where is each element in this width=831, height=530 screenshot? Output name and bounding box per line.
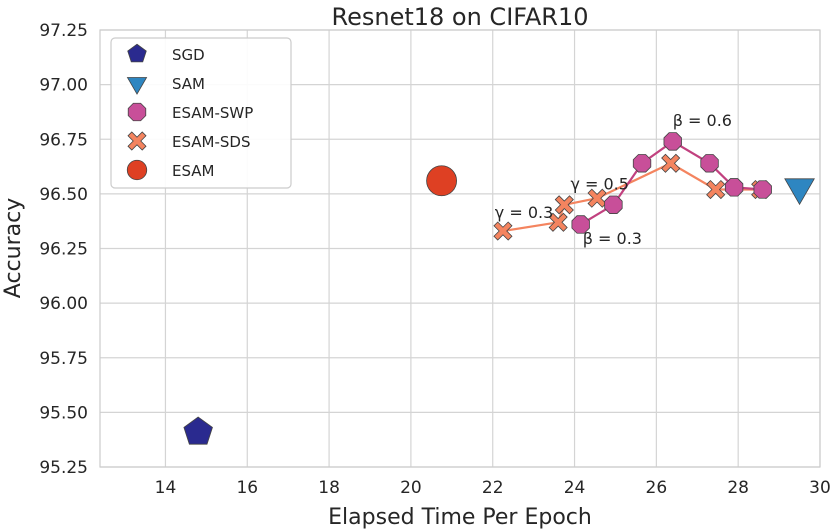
legend: SGD SAM ESAM-SWP ESAM-SDS ESAM [110,37,292,189]
series-esam-sds [493,153,771,241]
legend-marker [127,131,147,151]
y-tick-label: 96.75 [39,130,88,150]
legend-label: ESAM-SWP [172,104,253,122]
data-point [784,178,815,206]
annotation-label: β = 0.6 [673,111,732,130]
legend-marker [127,102,147,122]
series-sgd [183,416,213,445]
data-point [493,221,513,241]
x-tick-label: 30 [809,478,831,498]
data-point [753,180,772,199]
data-point [700,154,719,173]
legend-label: ESAM [172,162,214,180]
data-point [661,153,681,173]
annotation-label: γ = 0.5 [570,175,629,194]
y-tick-label: 97.25 [39,21,88,41]
series-esam-swp [571,132,772,234]
legend-label: ESAM-SDS [172,133,251,151]
y-tick-label: 95.50 [39,403,88,423]
y-tick-labels: 95.25 95.50 95.75 96.00 96.25 96.50 96.75 97.00… [39,21,88,478]
plot-frame [99,29,821,468]
y-axis-label: Accuracy [1,198,26,298]
series-esam [426,165,457,197]
x-tick-label: 26 [646,478,668,498]
series-sam [784,178,815,206]
data-point [632,154,652,173]
y-tick-label: 96.50 [39,185,88,205]
x-tick-label: 14 [155,478,177,498]
x-tick-label: 22 [482,478,504,498]
y-tick-label: 96.25 [39,240,88,260]
y-tick-label: 95.25 [39,458,88,478]
y-tick-label: 96.00 [39,294,88,314]
x-tick-label: 28 [727,478,749,498]
data-point [548,212,568,232]
legend-entry: ESAM-SDS [127,131,251,151]
data-point [183,416,213,445]
series-layer [183,132,815,445]
legend-entry: SGD [127,43,205,64]
y-tick-label: 95.75 [39,349,88,369]
x-tick-label: 16 [236,478,258,498]
legend-entry: SAM [126,75,205,95]
y-tick-label: 97.00 [39,76,88,96]
legend-marker [127,43,147,63]
data-point [426,165,457,197]
x-tick-label: 20 [400,478,422,498]
legend-label: SAM [172,75,205,93]
data-point [706,179,726,200]
x-tick-label: 18 [318,478,340,498]
annotation-label: γ = 0.3 [495,203,553,222]
data-point [571,215,590,234]
legend-entry: ESAM [126,159,214,181]
legend-label: SGD [172,46,205,64]
data-point [663,132,682,151]
x-tick-label: 24 [564,478,586,498]
legend-box [110,37,292,189]
x-axis-label: Elapsed Time Per Epoch [328,505,592,530]
legend-entry: ESAM-SWP [127,102,253,122]
annotations: γ = 0.3 γ = 0.5 β = 0.3 β = 0.6 [495,111,732,248]
data-point [554,195,574,215]
x-tick-labels: 14 16 18 20 22 24 26 28 30 [155,478,831,498]
legend-marker [126,159,148,181]
data-point [604,195,623,214]
chart-title: Resnet18 on CIFAR10 [331,3,588,31]
data-point [724,178,744,197]
annotation-label: β = 0.3 [583,229,642,248]
legend-marker [126,77,148,95]
